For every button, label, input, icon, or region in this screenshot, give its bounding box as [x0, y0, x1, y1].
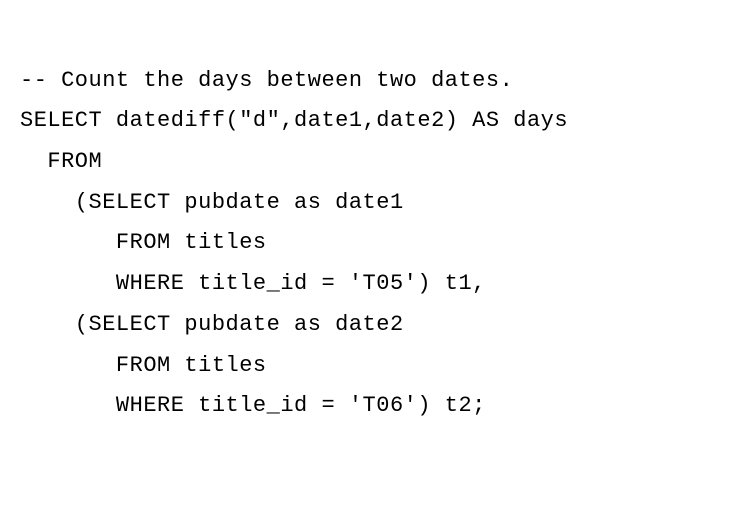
code-line-1: -- Count the days between two dates. [20, 61, 730, 102]
code-block: -- Count the days between two dates.SELE… [20, 20, 730, 468]
code-line-3: FROM [20, 142, 730, 183]
code-line-2: SELECT datediff("d",date1,date2) AS days [20, 101, 730, 142]
code-line-6: WHERE title_id = 'T05') t1, [20, 264, 730, 305]
code-line-7: (SELECT pubdate as date2 [20, 305, 730, 346]
code-line-4: (SELECT pubdate as date1 [20, 183, 730, 224]
code-line-9: WHERE title_id = 'T06') t2; [20, 386, 730, 427]
code-line-5: FROM titles [20, 223, 730, 264]
code-line-8: FROM titles [20, 346, 730, 387]
